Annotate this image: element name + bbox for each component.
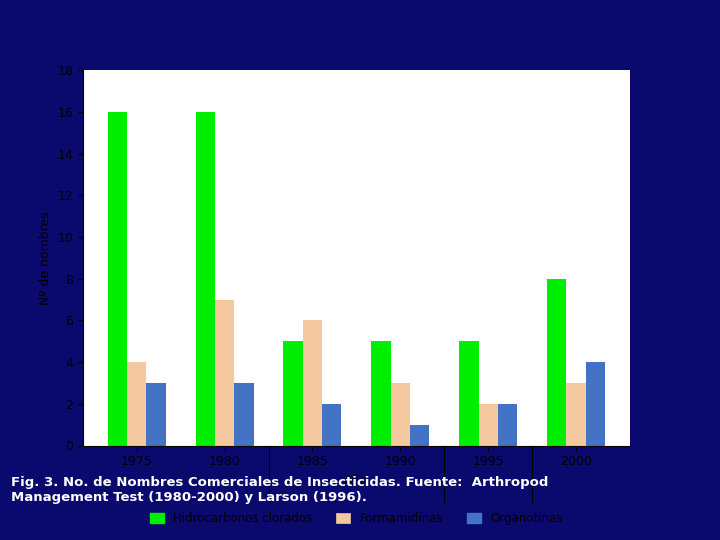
Text: Fig. 3. No. de Nombres Comerciales de Insecticidas. Fuente:  Arthropod
Managemen: Fig. 3. No. de Nombres Comerciales de In… <box>11 476 548 504</box>
Bar <box>410 424 429 445</box>
Bar <box>479 404 498 446</box>
Bar <box>459 341 479 446</box>
Bar <box>146 383 166 445</box>
Bar <box>127 362 146 446</box>
Bar <box>303 320 322 445</box>
Bar <box>567 383 586 445</box>
Bar <box>372 341 391 446</box>
Bar <box>196 112 215 446</box>
X-axis label: Año: Año <box>344 474 369 487</box>
Bar <box>215 300 234 446</box>
Bar <box>391 383 410 445</box>
Y-axis label: Nº de nombres: Nº de nombres <box>39 211 52 305</box>
Bar <box>234 383 253 445</box>
Legend: Hidrocarbonos clorados, Formamidinas, Organotinas: Hidrocarbonos clorados, Formamidinas, Or… <box>145 507 567 530</box>
Bar <box>108 112 127 446</box>
Bar <box>586 362 605 446</box>
Bar <box>547 279 567 445</box>
Bar <box>284 341 303 446</box>
Bar <box>322 404 341 446</box>
Bar <box>498 404 517 446</box>
